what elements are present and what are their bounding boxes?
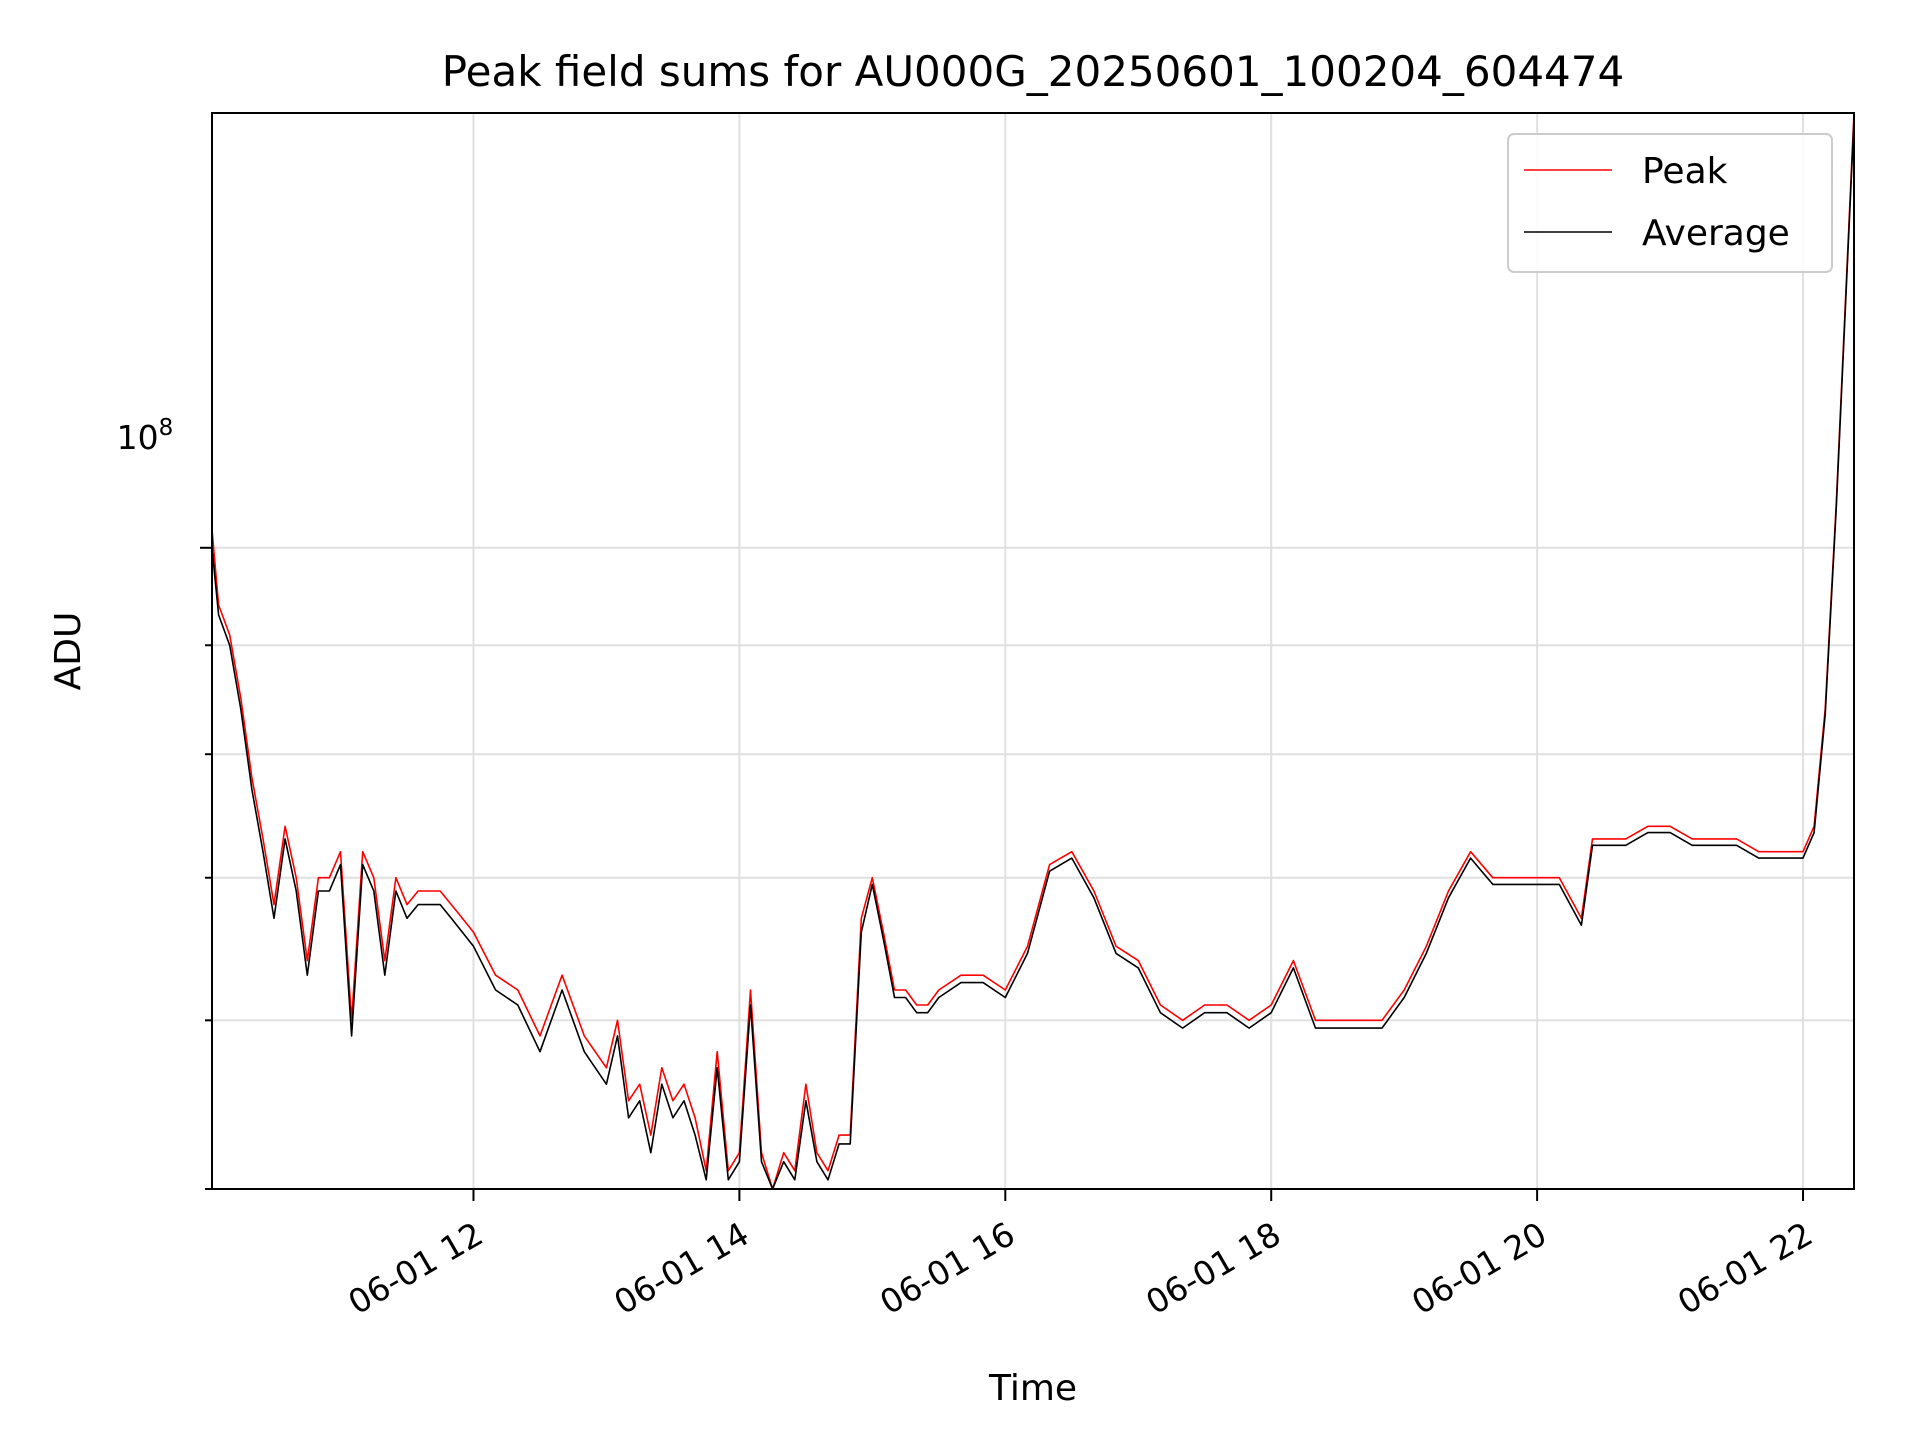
- legend-box: [1507, 133, 1833, 273]
- plot-frame: [211, 112, 1855, 1190]
- y-tick-exponent: 8: [159, 415, 174, 441]
- series-line-average: [211, 118, 1855, 1190]
- plot-area: [212, 113, 1854, 1189]
- y-tick-base: 10: [117, 418, 159, 457]
- y-tick-label-1e8: 108: [117, 415, 174, 457]
- chart-title: Peak field sums for AU000G_20250601_1002…: [442, 47, 1624, 96]
- legend: Peak Average: [1507, 133, 1833, 273]
- legend-label-average: Average: [1642, 213, 1790, 254]
- legend-label-peak: Peak: [1642, 151, 1728, 192]
- x-axis-label: Time: [988, 1368, 1077, 1409]
- series-layer: [211, 112, 1855, 1190]
- grid-lines: [212, 113, 1854, 1190]
- y-axis-label: ADU: [48, 612, 89, 691]
